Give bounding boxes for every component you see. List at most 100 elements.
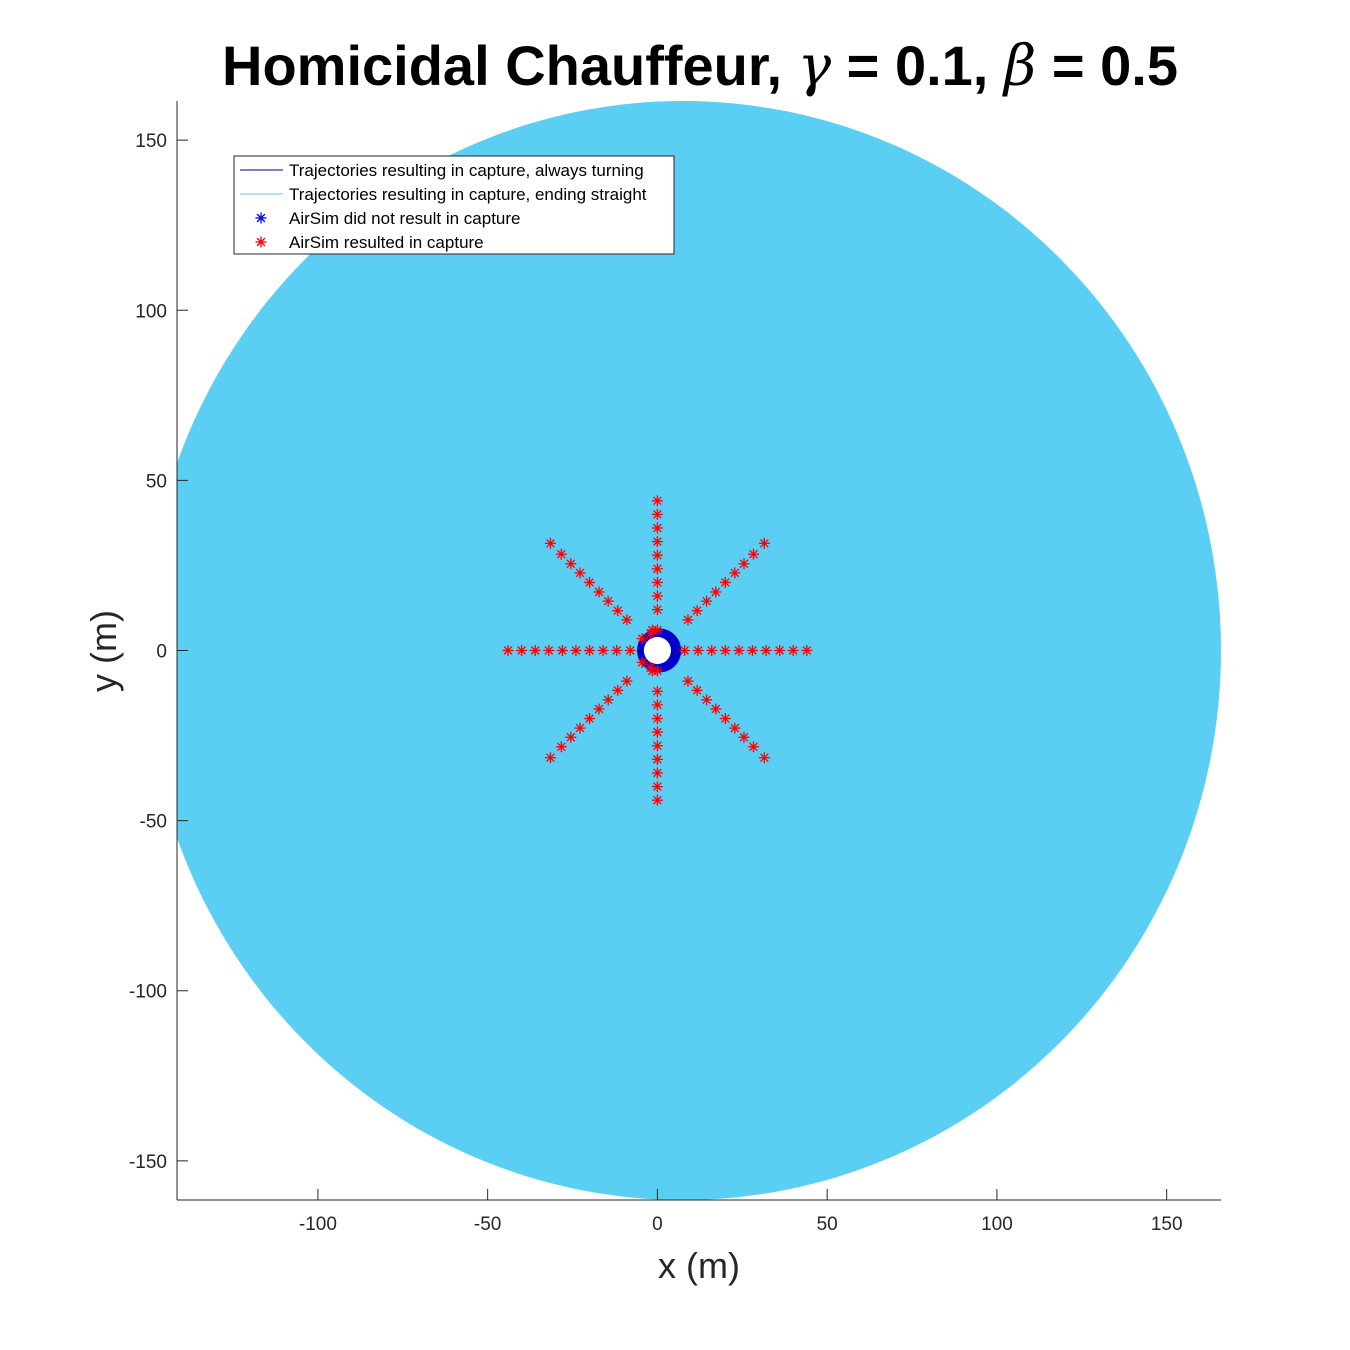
airsim-capture-marker — [710, 703, 722, 715]
airsim-capture-marker — [584, 713, 596, 725]
y-tick-label: -50 — [140, 812, 167, 833]
airsim-capture-marker — [502, 645, 514, 656]
legend: Trajectories resulting in capture, alway… — [233, 155, 675, 255]
airsim-capture-marker — [602, 694, 614, 706]
airsim-capture-marker — [556, 645, 568, 656]
legend-label: Trajectories resulting in capture, alway… — [289, 161, 644, 180]
airsim-capture-marker — [746, 645, 758, 656]
airsim-capture-marker — [758, 537, 770, 549]
airsim-capture-marker — [636, 656, 648, 668]
airsim-capture-marker — [706, 645, 718, 656]
x-ticks: -100 -50 0 50 100 150 — [299, 1189, 1183, 1235]
y-tick-label: 150 — [135, 131, 167, 152]
airsim-capture-marker — [651, 563, 663, 575]
airsim-capture-marker — [710, 586, 722, 598]
x-tick-label: 100 — [981, 1214, 1013, 1235]
pursuer-hole — [643, 636, 671, 665]
airsim-capture-marker — [621, 614, 633, 626]
airsim-capture-marker — [719, 713, 731, 725]
airsim-capture-marker — [651, 767, 663, 779]
y-tick-label: -150 — [129, 1152, 167, 1173]
airsim-capture-marker — [651, 495, 663, 507]
airsim-capture-marker — [651, 713, 663, 725]
airsim-capture-marker — [801, 645, 813, 656]
y-tick-label: 100 — [135, 301, 167, 322]
airsim-capture-marker — [787, 645, 799, 656]
airsim-capture-marker — [593, 703, 605, 715]
airsim-capture-marker — [729, 567, 741, 579]
airsim-capture-marker — [624, 645, 636, 656]
airsim-capture-marker — [612, 605, 624, 617]
airsim-capture-marker — [651, 794, 663, 806]
airsim-capture-marker — [651, 549, 663, 561]
airsim-capture-marker — [621, 675, 633, 687]
airsim-capture-marker — [584, 645, 596, 656]
airsim-capture-marker — [565, 731, 577, 743]
airsim-capture-marker — [574, 722, 586, 734]
airsim-capture-marker — [651, 781, 663, 793]
airsim-capture-marker — [651, 576, 663, 588]
airsim-capture-marker — [636, 633, 648, 645]
y-axis-label: y (m) — [83, 610, 124, 692]
airsim-capture-marker — [584, 576, 596, 588]
airsim-capture-marker — [738, 558, 750, 570]
airsim-capture-marker — [651, 604, 663, 616]
legend-label: Trajectories resulting in capture, endin… — [289, 185, 647, 204]
airsim-capture-marker — [682, 675, 694, 687]
airsim-markers — [502, 495, 813, 806]
airsim-capture-marker — [691, 605, 703, 617]
airsim-capture-marker — [602, 595, 614, 607]
airsim-capture-marker — [645, 627, 657, 639]
airsim-capture-marker — [692, 645, 704, 656]
x-tick-label: 50 — [817, 1214, 838, 1235]
airsim-capture-marker — [544, 752, 556, 764]
y-tick-label: 50 — [146, 471, 167, 492]
airsim-capture-marker — [543, 645, 555, 656]
legend-box — [233, 155, 675, 255]
airsim-capture-marker — [565, 558, 577, 570]
airsim-capture-marker — [651, 590, 663, 602]
legend-label: AirSim resulted in capture — [289, 233, 484, 252]
legend-label: AirSim did not result in capture — [289, 209, 521, 228]
airsim-capture-marker — [651, 508, 663, 520]
y-tick-label: -100 — [129, 982, 167, 1003]
airsim-capture-marker — [544, 537, 556, 549]
airsim-capture-marker — [555, 741, 567, 753]
airsim-capture-marker — [555, 548, 567, 560]
airsim-capture-marker — [701, 595, 713, 607]
airsim-capture-marker — [651, 699, 663, 711]
y-ticks: -150 -100 -50 0 50 100 150 — [129, 131, 188, 1173]
airsim-capture-marker — [760, 645, 772, 656]
airsim-capture-marker — [719, 645, 731, 656]
x-tick-label: 150 — [1151, 1214, 1183, 1235]
airsim-capture-marker — [651, 753, 663, 765]
airsim-capture-marker — [593, 586, 605, 598]
airsim-capture-marker — [516, 645, 528, 656]
x-tick-label: -50 — [474, 1214, 501, 1235]
airsim-capture-marker — [529, 645, 541, 656]
airsim-capture-marker — [774, 645, 786, 656]
airsim-capture-marker — [733, 645, 745, 656]
plot-area — [177, 101, 1221, 1200]
chart-title: Homicidal Chauffeur, γ = 0.1, β = 0.5 — [222, 34, 1178, 99]
airsim-capture-marker — [738, 731, 750, 743]
airsim-capture-marker — [747, 548, 759, 560]
axes: -100 -50 0 50 100 150 -150 -100 -50 0 50 100 150 — [129, 101, 1221, 1235]
airsim-capture-marker — [574, 567, 586, 579]
airsim-capture-marker — [651, 536, 663, 548]
airsim-capture-marker — [651, 685, 663, 697]
airsim-capture-marker — [651, 726, 663, 738]
legend-star-swatch — [255, 212, 267, 224]
airsim-capture-marker — [691, 684, 703, 696]
airsim-capture-marker — [747, 741, 759, 753]
legend-star-swatch — [255, 236, 267, 248]
airsim-capture-marker — [597, 645, 609, 656]
airsim-capture-marker — [701, 694, 713, 706]
x-tick-label: -100 — [299, 1214, 337, 1235]
x-tick-label: 0 — [652, 1214, 663, 1235]
y-tick-label: 0 — [156, 642, 167, 663]
airsim-capture-marker — [679, 645, 691, 656]
airsim-capture-marker — [645, 662, 657, 674]
airsim-capture-marker — [570, 645, 582, 656]
airsim-capture-marker — [729, 722, 741, 734]
